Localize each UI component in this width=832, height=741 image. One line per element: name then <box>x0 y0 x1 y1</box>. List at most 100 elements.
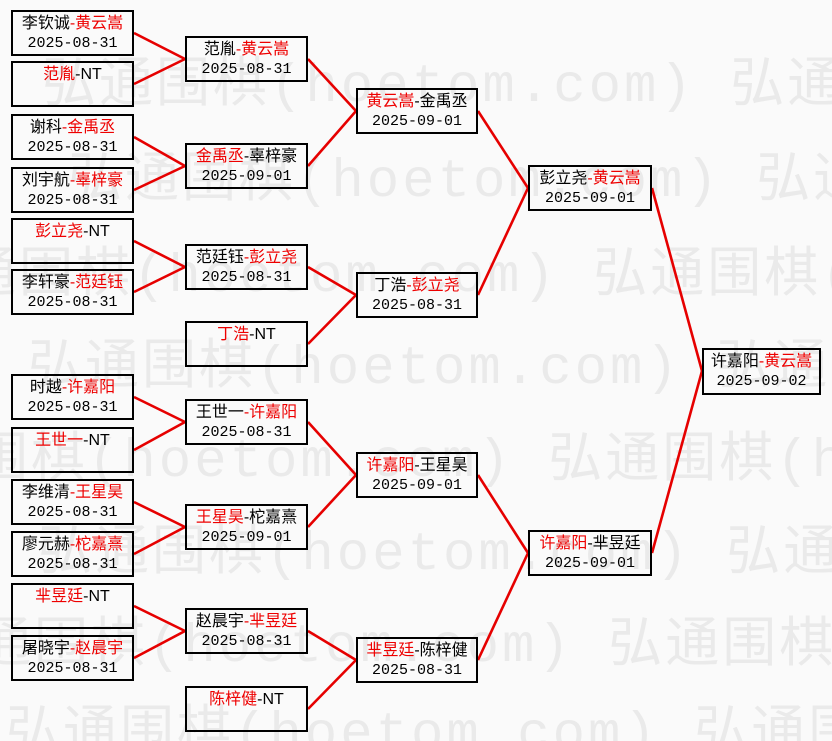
match-box-r3-1: 黄云嵩-金禹丞 2025-09-01 <box>356 88 478 134</box>
player1-name: 黄云嵩 <box>366 93 415 110</box>
match-players: 廖元赫-柁嘉熹 <box>13 534 132 555</box>
connector-line <box>133 57 186 86</box>
player1-name: 彭立尧 <box>539 170 588 187</box>
connector-line <box>307 265 357 297</box>
match-players: 彭立尧-NT <box>13 221 132 242</box>
player2-name: NT <box>80 66 102 83</box>
match-players: 李钦诚-黄云嵩 <box>13 13 132 34</box>
match-date: 2025-08-31 <box>27 139 118 156</box>
player1-name: 芈昱廷 <box>366 642 415 659</box>
match-date: 2025-08-31 <box>371 297 462 314</box>
vs-dash: - <box>69 484 76 501</box>
match-date: 2025-08-31 <box>201 424 292 441</box>
player1-name: 金禹丞 <box>195 148 244 165</box>
vs-dash: - <box>83 588 89 605</box>
vs-dash: - <box>257 691 263 708</box>
player1-name: 丁浩 <box>374 277 407 294</box>
player2-name: 许嘉阳 <box>249 404 298 421</box>
player2-name: 黄云嵩 <box>75 15 124 32</box>
player2-name: 芈昱廷 <box>592 535 641 552</box>
vs-dash: - <box>83 223 89 240</box>
match-box-r2-1: 范胤-黄云嵩 2025-08-31 <box>185 36 308 82</box>
match-players: 李维清-王星昊 <box>13 482 132 503</box>
match-date: 2025-08-31 <box>371 662 462 679</box>
vs-dash: - <box>243 249 250 266</box>
match-box-r1-7: 时越-许嘉阳 2025-08-31 <box>11 374 134 420</box>
match-players: 范廷钰-彭立尧 <box>187 247 306 268</box>
match-players: 赵晨宇-芈昱廷 <box>187 611 306 632</box>
match-date: 2025-08-31 <box>27 504 118 521</box>
player1-name: 许嘉阳 <box>710 353 759 370</box>
player2-name: 彭立尧 <box>411 277 460 294</box>
match-box-semifinal-1: 彭立尧-黄云嵩 2025-09-01 <box>528 165 652 211</box>
player2-name: 辜梓豪 <box>75 172 124 189</box>
match-players: 丁浩-NT <box>187 324 306 345</box>
connector-line <box>133 500 186 529</box>
connector-line <box>133 629 186 660</box>
match-players: 丁浩-彭立尧 <box>358 275 476 296</box>
match-players: 许嘉阳-王星昊 <box>358 455 476 476</box>
vs-dash: - <box>61 119 68 136</box>
match-date: 2025-08-31 <box>27 192 118 209</box>
match-date: 2025-08-31 <box>201 61 292 78</box>
player1-name: 王星昊 <box>195 509 244 526</box>
player2-name: 赵晨宇 <box>75 640 124 657</box>
vs-dash: - <box>75 66 81 83</box>
player1-name: 芈昱廷 <box>35 588 84 605</box>
player1-name: 范廷钰 <box>195 249 244 266</box>
connector-line <box>133 135 186 168</box>
player1-name: 范胤 <box>203 41 236 58</box>
watermark-text: 弘通围棋(hoetom.com) 弘通围棋(hoetom.com) <box>0 617 832 678</box>
match-players: 王星昊-柁嘉熹 <box>187 507 306 528</box>
vs-dash: - <box>587 535 593 552</box>
player2-name: 王星昊 <box>419 457 468 474</box>
player1-name: 刘宇航 <box>21 172 70 189</box>
match-box-r2-8: 陈梓健-NT <box>185 686 308 732</box>
connector-line <box>133 420 186 452</box>
player2-name: NT <box>88 223 110 240</box>
match-players: 许嘉阳-黄云嵩 <box>704 351 819 372</box>
connector-line <box>133 395 186 424</box>
match-date: 2025-09-01 <box>544 190 635 207</box>
match-players: 金禹丞-辜梓豪 <box>187 146 306 167</box>
player2-name: NT <box>254 326 276 343</box>
match-players: 王世一-NT <box>13 430 132 451</box>
connector-line <box>133 265 186 294</box>
player2-name: 许嘉阳 <box>67 379 116 396</box>
watermark-text: 弘通围棋(hoetom.com) 弘通围棋(hoetom.com) <box>42 57 832 118</box>
vs-dash: - <box>758 353 765 370</box>
watermark-text: 弘通围棋(hoetom.com) 弘通围棋(hoetom.com) <box>0 247 832 308</box>
player2-name: 芈昱廷 <box>249 613 298 630</box>
player2-name: 范廷钰 <box>75 274 124 291</box>
player2-name: 金禹丞 <box>419 93 468 110</box>
match-date: 2025-09-01 <box>544 555 635 572</box>
match-players: 许嘉阳-芈昱廷 <box>530 533 650 554</box>
match-box-r1-3: 谢科-金禹丞 2025-08-31 <box>11 114 134 160</box>
match-box-r2-6: 王星昊-柁嘉熹 2025-09-01 <box>185 504 308 550</box>
connector-line <box>307 294 357 345</box>
connector-line <box>133 525 186 556</box>
match-box-r1-5: 彭立尧-NT <box>11 218 134 264</box>
player1-name: 王世一 <box>35 432 84 449</box>
match-date: 2025-09-01 <box>371 113 462 130</box>
player1-name: 谢科 <box>29 119 62 136</box>
player1-name: 许嘉阳 <box>539 535 588 552</box>
vs-dash: - <box>69 536 76 553</box>
match-date: 2025-08-31 <box>27 35 118 52</box>
vs-dash: - <box>235 41 242 58</box>
match-date: 2025-08-31 <box>201 633 292 650</box>
vs-dash: - <box>69 15 76 32</box>
vs-dash: - <box>243 404 250 421</box>
watermark-text: 弘通围棋(hoetom.com) 弘通围棋(hoetom.com) <box>68 152 832 213</box>
match-date: 2025-09-02 <box>716 373 807 390</box>
match-box-r1-6: 李轩豪-范廷钰 2025-08-31 <box>11 269 134 315</box>
match-box-r2-4: 丁浩-NT <box>185 321 308 367</box>
match-box-r1-11: 芈昱廷-NT <box>11 583 134 629</box>
match-players: 刘宇航-辜梓豪 <box>13 170 132 191</box>
match-box-r3-2: 丁浩-彭立尧 2025-08-31 <box>356 272 478 318</box>
match-players: 芈昱廷-陈梓健 <box>358 640 476 661</box>
player1-name: 李钦诚 <box>21 15 70 32</box>
player1-name: 廖元赫 <box>21 536 70 553</box>
connector-line <box>307 421 357 476</box>
